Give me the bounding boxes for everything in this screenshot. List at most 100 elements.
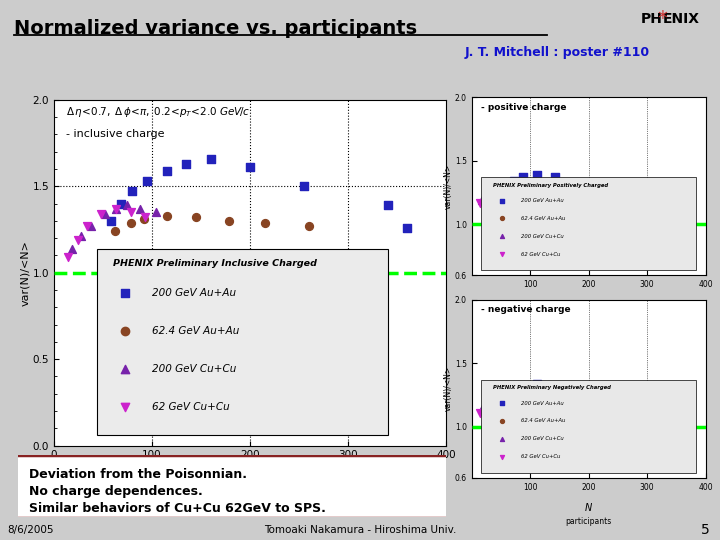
Text: - negative charge: - negative charge bbox=[481, 305, 570, 314]
Point bbox=[466, 509, 477, 518]
Text: 5: 5 bbox=[701, 523, 709, 537]
Text: 62.4 GeV Au+Au: 62.4 GeV Au+Au bbox=[521, 418, 565, 423]
Point bbox=[583, 181, 595, 190]
Point bbox=[477, 405, 488, 414]
Point bbox=[482, 399, 494, 407]
Point bbox=[500, 392, 511, 401]
Point bbox=[517, 395, 528, 403]
Text: 62 GeV Cu+Cu: 62 GeV Cu+Cu bbox=[521, 252, 560, 256]
Text: Normalized variance vs. participants: Normalized variance vs. participants bbox=[14, 19, 418, 38]
Text: 200 GeV Au+Au: 200 GeV Au+Au bbox=[521, 198, 564, 203]
Point bbox=[109, 227, 120, 235]
Text: 62.4 GeV Au+Au: 62.4 GeV Au+Au bbox=[521, 216, 565, 221]
Point bbox=[508, 392, 520, 401]
Point bbox=[121, 201, 132, 210]
Point bbox=[466, 320, 477, 328]
Point bbox=[666, 401, 678, 410]
Text: PHENIX Preliminary Positively Charged: PHENIX Preliminary Positively Charged bbox=[492, 183, 608, 188]
Point bbox=[72, 235, 84, 244]
Point bbox=[140, 213, 151, 222]
FancyBboxPatch shape bbox=[481, 177, 696, 270]
Text: PHENIX Preliminary Inclusive Charged: PHENIX Preliminary Inclusive Charged bbox=[113, 259, 317, 268]
Point bbox=[491, 183, 503, 192]
Point bbox=[48, 403, 60, 412]
Point bbox=[613, 392, 625, 401]
Text: PHENIX Preliminary Negatively Charged: PHENIX Preliminary Negatively Charged bbox=[492, 385, 611, 390]
Point bbox=[382, 201, 393, 210]
Point bbox=[491, 392, 503, 401]
Text: 8/6/2005: 8/6/2005 bbox=[7, 525, 54, 535]
FancyBboxPatch shape bbox=[481, 380, 696, 472]
Text: Deviation from the Poisonnian.: Deviation from the Poisonnian. bbox=[29, 468, 247, 481]
Point bbox=[259, 218, 271, 227]
Point bbox=[244, 163, 256, 172]
Y-axis label: var(N)/<N>: var(N)/<N> bbox=[444, 164, 453, 209]
Text: 62.4 GeV Au+Au: 62.4 GeV Au+Au bbox=[152, 327, 240, 336]
Point bbox=[561, 402, 572, 411]
Text: 200 GeV Cu+Cu: 200 GeV Cu+Cu bbox=[521, 234, 564, 239]
Point bbox=[223, 217, 235, 225]
Point bbox=[508, 183, 520, 192]
Point bbox=[508, 388, 520, 397]
Point bbox=[549, 173, 560, 181]
Point bbox=[514, 405, 526, 414]
Point bbox=[86, 222, 97, 231]
Point bbox=[666, 196, 678, 205]
Point bbox=[466, 307, 477, 315]
Point bbox=[161, 211, 173, 220]
Point bbox=[115, 199, 127, 208]
Point bbox=[488, 396, 500, 404]
Point bbox=[590, 199, 601, 207]
Point bbox=[583, 388, 595, 397]
Point bbox=[613, 186, 625, 194]
Point bbox=[549, 383, 560, 392]
Point bbox=[125, 208, 136, 217]
Point bbox=[205, 154, 217, 163]
Point bbox=[488, 186, 500, 194]
Point bbox=[48, 422, 60, 431]
Point bbox=[514, 196, 526, 205]
Point bbox=[191, 213, 202, 222]
Y-axis label: var(N)/<N>: var(N)/<N> bbox=[19, 240, 30, 306]
Point bbox=[500, 183, 511, 192]
Text: 62 GeV Cu+Cu: 62 GeV Cu+Cu bbox=[521, 454, 560, 459]
Text: 200 GeV Au+Au: 200 GeV Au+Au bbox=[521, 401, 564, 406]
Point bbox=[508, 395, 520, 403]
Point bbox=[474, 199, 485, 207]
Point bbox=[110, 205, 122, 213]
Point bbox=[466, 496, 477, 505]
Point bbox=[76, 232, 87, 241]
Point bbox=[110, 205, 122, 213]
Y-axis label: var(N)/<N>: var(N)/<N> bbox=[444, 366, 453, 411]
Text: 200 GeV Cu+Cu: 200 GeV Cu+Cu bbox=[152, 364, 236, 374]
Point bbox=[125, 218, 136, 227]
Text: N: N bbox=[585, 503, 593, 513]
Point bbox=[590, 405, 601, 414]
Point bbox=[531, 380, 543, 388]
Text: Similar behaviors of Cu+Cu 62GeV to SPS.: Similar behaviors of Cu+Cu 62GeV to SPS. bbox=[29, 502, 325, 515]
Point bbox=[480, 193, 492, 202]
Point bbox=[500, 186, 511, 194]
Text: N: N bbox=[585, 300, 593, 310]
Point bbox=[500, 181, 511, 190]
Text: 200 GeV Cu+Cu: 200 GeV Cu+Cu bbox=[521, 436, 564, 441]
Point bbox=[466, 332, 477, 341]
Text: PH: PH bbox=[641, 12, 662, 26]
Text: - inclusive charge: - inclusive charge bbox=[66, 129, 164, 139]
Point bbox=[466, 294, 477, 302]
Point bbox=[48, 365, 60, 374]
Text: - positive charge: - positive charge bbox=[481, 103, 567, 112]
Point bbox=[141, 177, 153, 185]
FancyBboxPatch shape bbox=[14, 455, 451, 518]
Point bbox=[95, 210, 107, 218]
Point bbox=[502, 411, 513, 420]
Point bbox=[517, 186, 528, 194]
Point bbox=[135, 205, 146, 213]
Text: Tomoaki Nakamura - Hiroshima Univ.: Tomoaki Nakamura - Hiroshima Univ. bbox=[264, 525, 456, 535]
Point bbox=[402, 224, 413, 232]
Point bbox=[161, 166, 173, 175]
Point bbox=[466, 535, 477, 540]
Text: ENIX: ENIX bbox=[662, 12, 699, 26]
Point bbox=[561, 196, 572, 205]
Text: participants: participants bbox=[565, 517, 612, 526]
